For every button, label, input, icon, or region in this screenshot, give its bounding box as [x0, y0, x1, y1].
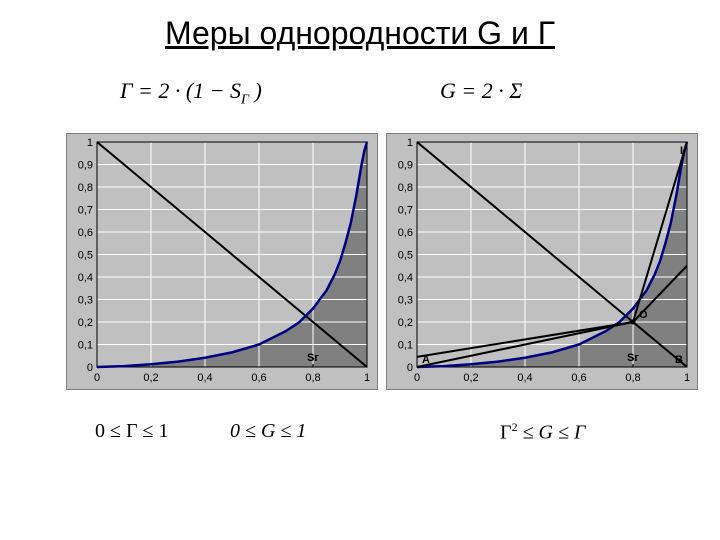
svg-text:0,2: 0,2: [143, 372, 158, 384]
svg-text:I: I: [680, 145, 683, 157]
svg-text:0,9: 0,9: [78, 160, 93, 172]
svg-text:A: A: [422, 354, 430, 366]
svg-text:0,2: 0,2: [463, 372, 478, 384]
range-gamma: 0 ≤ Г ≤ 1: [95, 420, 169, 443]
svg-text:0,5: 0,5: [78, 250, 93, 262]
chart-left: Sг 0 0,1 0,2 0,3 0,4 0,5 0,6 0,7 0,8 0,9 1 0 0,2 0,4 0,…: [66, 133, 378, 390]
svg-text:1: 1: [684, 372, 690, 384]
svg-text:0,3: 0,3: [398, 295, 413, 307]
svg-text:0,8: 0,8: [78, 182, 93, 194]
svg-text:0: 0: [94, 372, 100, 384]
svg-text:0,8: 0,8: [625, 372, 640, 384]
svg-text:0,1: 0,1: [78, 340, 93, 352]
svg-text:1: 1: [364, 372, 370, 384]
svg-text:0,6: 0,6: [251, 372, 266, 384]
svg-text:0,2: 0,2: [78, 317, 93, 329]
svg-text:0,8: 0,8: [398, 182, 413, 194]
svg-text:0,4: 0,4: [398, 272, 413, 284]
formula-g: G = 2 · Σ: [440, 78, 522, 104]
svg-text:0,4: 0,4: [517, 372, 532, 384]
svg-text:0,5: 0,5: [398, 250, 413, 262]
svg-text:0,8: 0,8: [305, 372, 320, 384]
svg-text:0,9: 0,9: [398, 160, 413, 172]
svg-text:O: O: [639, 309, 648, 321]
page-title: Меры однородности G и Г: [0, 15, 720, 52]
svg-text:0: 0: [87, 362, 93, 374]
svg-text:0,6: 0,6: [398, 227, 413, 239]
svg-text:0,6: 0,6: [571, 372, 586, 384]
slide: Меры однородности G и Г Г = 2 · (1 − SГ …: [0, 0, 720, 540]
svg-text:Sг: Sг: [627, 352, 639, 364]
svg-text:0,2: 0,2: [398, 317, 413, 329]
range-relation: Г2 ≤ G ≤ Г: [500, 420, 585, 445]
chart-right: O A B I Sг 0 0,1 0,2 0,3 0,4 0,5 0,6 0,7 0,8 0,9 1 0 0,2 0…: [386, 133, 698, 390]
svg-text:0,4: 0,4: [197, 372, 212, 384]
svg-text:B: B: [675, 354, 683, 366]
svg-text:1: 1: [87, 137, 93, 149]
svg-text:0,7: 0,7: [78, 205, 93, 217]
svg-text:0: 0: [407, 362, 413, 374]
svg-text:0,3: 0,3: [78, 295, 93, 307]
svg-text:0,4: 0,4: [78, 272, 93, 284]
svg-text:0,1: 0,1: [398, 340, 413, 352]
svg-text:0,6: 0,6: [78, 227, 93, 239]
svg-text:0,7: 0,7: [398, 205, 413, 217]
svg-text:Sг: Sг: [307, 352, 319, 364]
range-g: 0 ≤ G ≤ 1: [230, 420, 306, 443]
svg-text:0: 0: [414, 372, 420, 384]
formula-gamma: Г = 2 · (1 − SГ ): [120, 78, 262, 108]
svg-text:1: 1: [407, 137, 413, 149]
